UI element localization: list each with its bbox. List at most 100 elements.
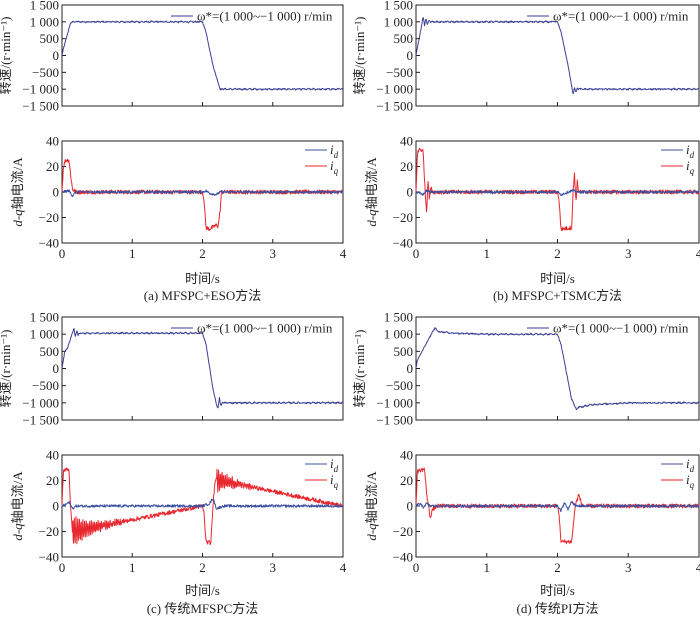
y-axis-label-italic: d-q (364, 209, 379, 227)
y-tick-label: 0 (407, 361, 414, 376)
x-axis-label: 时间/s (540, 583, 575, 598)
y-tick-label: −1 000 (376, 395, 413, 410)
y-axis-label-rest: 轴电流/A (10, 471, 25, 524)
y-tick-label: 20 (46, 159, 59, 174)
y-tick-label: 20 (400, 473, 413, 488)
y-tick-label: 1 500 (30, 310, 59, 325)
y-tick-label: −40 (39, 550, 59, 565)
y-tick-label: −500 (386, 65, 413, 80)
y-tick-label: −40 (393, 236, 413, 251)
y-tick-label: −500 (32, 65, 59, 80)
y-axis-label: d-q轴电流/A (10, 157, 25, 227)
y-axis-label: d-q轴电流/A (10, 471, 25, 541)
panel-caption: (b) MFSPC+TSMC方法 (493, 288, 622, 303)
y-axis-label: 转速/(r·min⁻¹) (352, 17, 367, 95)
y-tick-label: −1 500 (22, 413, 59, 428)
y-tick-label: −20 (393, 210, 413, 225)
y-axis-label-rest: 轴电流/A (364, 157, 379, 210)
y-tick-label: 0 (53, 361, 60, 376)
legend-label-speed: ω*=(1 000~−1 000) r/min (553, 321, 689, 336)
y-tick-label: 0 (53, 48, 60, 63)
y-tick-label: 0 (53, 185, 60, 200)
x-tick-label: 3 (625, 560, 632, 575)
legend-label-id: id (330, 456, 339, 474)
y-tick-label: 20 (46, 473, 59, 488)
y-tick-label: 500 (40, 344, 60, 359)
y-tick-label: 1 500 (384, 310, 413, 325)
y-axis-label: 转速/(r·min⁻¹) (0, 17, 13, 95)
y-tick-label: 0 (407, 185, 414, 200)
y-tick-label: −1 500 (22, 99, 59, 114)
x-tick-label: 3 (270, 560, 277, 575)
y-tick-label: −20 (39, 524, 59, 539)
speed-line (61, 20, 344, 91)
x-axis-label: 时间/s (185, 271, 220, 286)
y-tick-label: 0 (53, 499, 60, 514)
y-axis-label-rest: 轴电流/A (364, 471, 379, 524)
y-axis-label-italic: d-q (364, 523, 379, 541)
y-tick-label: 1 000 (30, 14, 59, 29)
y-tick-label: 1 000 (384, 327, 413, 342)
legend-label-iq: iq (330, 472, 339, 490)
panel-caption: (a) MFSPC+ESO方法 (144, 288, 262, 303)
y-tick-label: 1 000 (30, 327, 59, 342)
y-tick-label: −1 000 (376, 82, 413, 97)
y-axis-label-rest: 轴电流/A (10, 157, 25, 210)
legend-label-iq: iq (686, 158, 695, 176)
x-axis-label: 时间/s (540, 271, 575, 286)
y-axis-label: 转速/(r·min⁻¹) (0, 330, 13, 408)
panel-caption: (d) 传统PI方法 (517, 601, 599, 616)
y-tick-label: −1 500 (376, 413, 413, 428)
y-tick-label: −40 (393, 550, 413, 565)
x-tick-label: 2 (199, 246, 206, 261)
y-tick-label: −1 000 (22, 82, 59, 97)
y-tick-label: −500 (386, 378, 413, 393)
y-tick-label: 1 500 (30, 0, 59, 13)
y-tick-label: −1 000 (22, 395, 59, 410)
y-tick-label: 500 (40, 31, 60, 46)
x-tick-label: 0 (413, 560, 420, 575)
iq-line (415, 147, 700, 231)
legend-label-iq: iq (330, 158, 339, 176)
y-axis-label: d-q轴电流/A (364, 157, 379, 227)
y-axis-label: 转速/(r·min⁻¹) (352, 330, 367, 408)
y-tick-label: −40 (39, 236, 59, 251)
y-tick-label: −1 500 (376, 99, 413, 114)
y-axis-label: d-q轴电流/A (364, 471, 379, 541)
legend-label-id: id (686, 142, 695, 160)
speed-line (61, 328, 344, 409)
x-tick-label: 4 (340, 560, 347, 575)
x-tick-label: 0 (59, 246, 66, 261)
y-tick-label: 40 (400, 448, 413, 463)
speed-line (415, 17, 700, 95)
y-axis-label-italic: d-q (10, 523, 25, 541)
speed-line (415, 327, 700, 411)
x-tick-label: 2 (554, 560, 561, 575)
y-tick-label: 1 000 (384, 14, 413, 29)
x-tick-label: 0 (413, 246, 420, 261)
x-tick-label: 0 (59, 560, 66, 575)
legend-label-id: id (686, 456, 695, 474)
x-tick-label: 2 (554, 246, 561, 261)
speed-chart-d: 1 500 1 000 500 0 −500 −1 000 −1 500 转速/(r·min⁻… (352, 310, 700, 428)
id-line (61, 189, 344, 198)
x-axis-label: 时间/s (185, 583, 220, 598)
id-line (415, 500, 700, 512)
id-line (415, 189, 700, 197)
x-tick-label: 3 (270, 246, 277, 261)
x-tick-label: 3 (625, 246, 632, 261)
legend-label-iq: iq (686, 472, 695, 490)
legend-label-id: id (330, 142, 339, 160)
x-tick-label: 4 (696, 560, 700, 575)
y-tick-label: 500 (394, 31, 414, 46)
id-line (61, 498, 344, 510)
legend-label-speed: ω*=(1 000~−1 000) r/min (197, 321, 333, 336)
y-tick-label: 20 (400, 159, 413, 174)
